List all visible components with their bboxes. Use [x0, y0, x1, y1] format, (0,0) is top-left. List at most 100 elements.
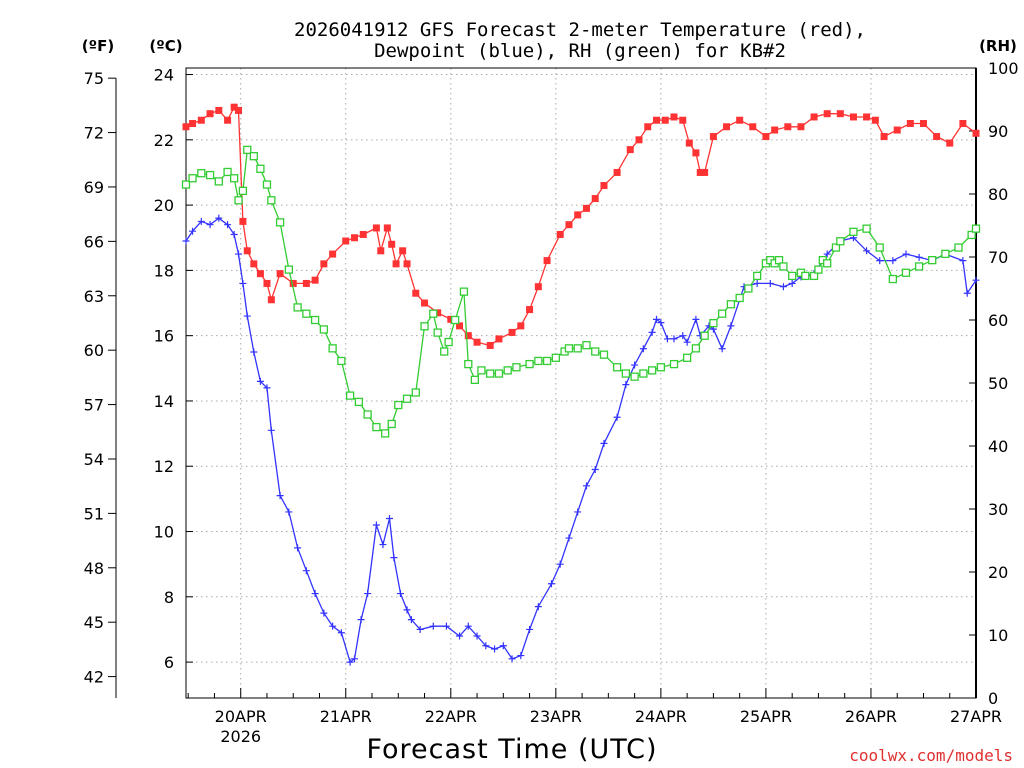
temperature-point: [556, 230, 564, 238]
temperature-point: [670, 113, 678, 121]
temperature-point: [661, 116, 669, 124]
dewpoint-point: [718, 345, 726, 353]
dewpoint-point: [337, 629, 345, 637]
rh-point: [862, 224, 871, 233]
rh-point: [700, 331, 709, 340]
celsius-tick-label: 18: [154, 261, 174, 280]
rh-point: [494, 369, 504, 378]
dewpoint-point: [766, 279, 774, 287]
temperature-point: [359, 230, 367, 238]
fahrenheit-tick-label: 75: [84, 69, 104, 88]
rh-point: [464, 359, 473, 369]
temperature-point: [871, 116, 879, 124]
rh-point: [451, 315, 460, 325]
rh-tick-label: 90: [988, 122, 1008, 141]
temperature-point: [256, 270, 264, 278]
temperature-point: [565, 221, 573, 229]
x-axis-label: Forecast Time (UTC): [366, 734, 657, 765]
dewpoint-point: [416, 625, 424, 633]
rh-line: [185, 148, 977, 435]
dewpoint-point: [565, 534, 573, 542]
dewpoint-line: [185, 217, 977, 664]
rh-point: [433, 328, 442, 337]
rh-point: [459, 287, 469, 296]
temperature-point: [206, 110, 214, 118]
rh-point: [503, 366, 512, 375]
dewpoint-point: [267, 426, 275, 434]
temperature-point: [456, 322, 464, 330]
temperature-point: [267, 296, 275, 304]
dewpoint-point: [442, 622, 450, 630]
dewpoint-point: [239, 279, 247, 287]
temperature-point: [224, 116, 232, 124]
rh-point: [181, 180, 191, 189]
dewpoint-point: [574, 508, 582, 516]
rh-point: [411, 388, 420, 397]
fahrenheit-tick-label: 51: [84, 504, 104, 523]
temperature-point: [230, 103, 238, 111]
rh-point: [779, 262, 788, 271]
rh-tick-label: 0: [988, 689, 998, 708]
temperature-point: [526, 306, 534, 314]
temperature-point: [377, 247, 385, 255]
celsius-tick-label: 24: [154, 66, 174, 85]
dewpoint-point: [263, 384, 271, 392]
rh-point: [197, 169, 206, 178]
fahrenheit-axis: 42 45 48 51 54 57 60 63 66 69 72 75: [84, 69, 117, 698]
dewpoint-point: [600, 439, 608, 447]
rh-point: [534, 356, 543, 366]
rh-point: [243, 145, 252, 155]
rh-point: [753, 271, 762, 281]
grid: [186, 68, 976, 698]
dewpoint-point: [351, 655, 359, 663]
temperature-point: [635, 136, 643, 144]
dewpoint-point: [302, 567, 310, 575]
rh-point: [621, 369, 631, 378]
rh-point: [214, 177, 223, 186]
dewpoint-point: [657, 319, 665, 327]
dewpoint-point: [329, 622, 337, 630]
rh-point: [188, 174, 197, 183]
rh-point: [525, 359, 534, 369]
chart-title: 2026041912 GFS Forecast 2-meter Temperat…: [294, 19, 866, 62]
temperature-point: [863, 113, 871, 121]
dewpoint-point: [364, 590, 372, 598]
dewpoint-point: [876, 257, 884, 265]
temperature-point: [652, 116, 660, 124]
temperature-point: [723, 123, 731, 131]
temperature-point: [276, 270, 284, 278]
dewpoint-point: [456, 632, 464, 640]
rh-axis: 0 10 20 30 40 50 60 70 80 90 100: [969, 59, 1019, 708]
rh-point: [229, 174, 239, 183]
temperature-point: [959, 119, 967, 127]
rh-point: [901, 268, 911, 277]
rh-unit-label: (RH): [979, 37, 1017, 55]
series-layer: [181, 103, 981, 666]
dewpoint-series: [182, 214, 980, 666]
temperature-point: [388, 240, 396, 248]
temperature-point: [933, 133, 941, 141]
dewpoint-point: [622, 381, 630, 389]
dewpoint-point: [613, 413, 621, 421]
fahrenheit-tick-label: 42: [84, 668, 104, 687]
rh-point: [394, 400, 403, 410]
dewpoint-point: [206, 221, 214, 229]
temperature-point: [372, 224, 380, 232]
dewpoint-point: [591, 466, 599, 474]
rh-point: [354, 397, 364, 407]
celsius-tick-label: 22: [154, 131, 174, 150]
dewpoint-point: [683, 338, 691, 346]
dewpoint-point: [372, 521, 380, 529]
temperature-point: [508, 328, 516, 336]
celsius-axis: 6 8 10 12 14 16 18 20 22 24: [154, 66, 193, 672]
rh-point: [941, 249, 950, 259]
temperature-point: [836, 110, 844, 118]
temperature-point: [329, 250, 337, 258]
rh-tick-label: 60: [988, 311, 1008, 330]
rh-point: [310, 315, 320, 325]
temperature-point: [182, 123, 190, 131]
temperature-point: [823, 110, 831, 118]
rh-point: [363, 410, 372, 419]
rh-point: [387, 419, 396, 429]
dewpoint-point: [276, 492, 284, 500]
